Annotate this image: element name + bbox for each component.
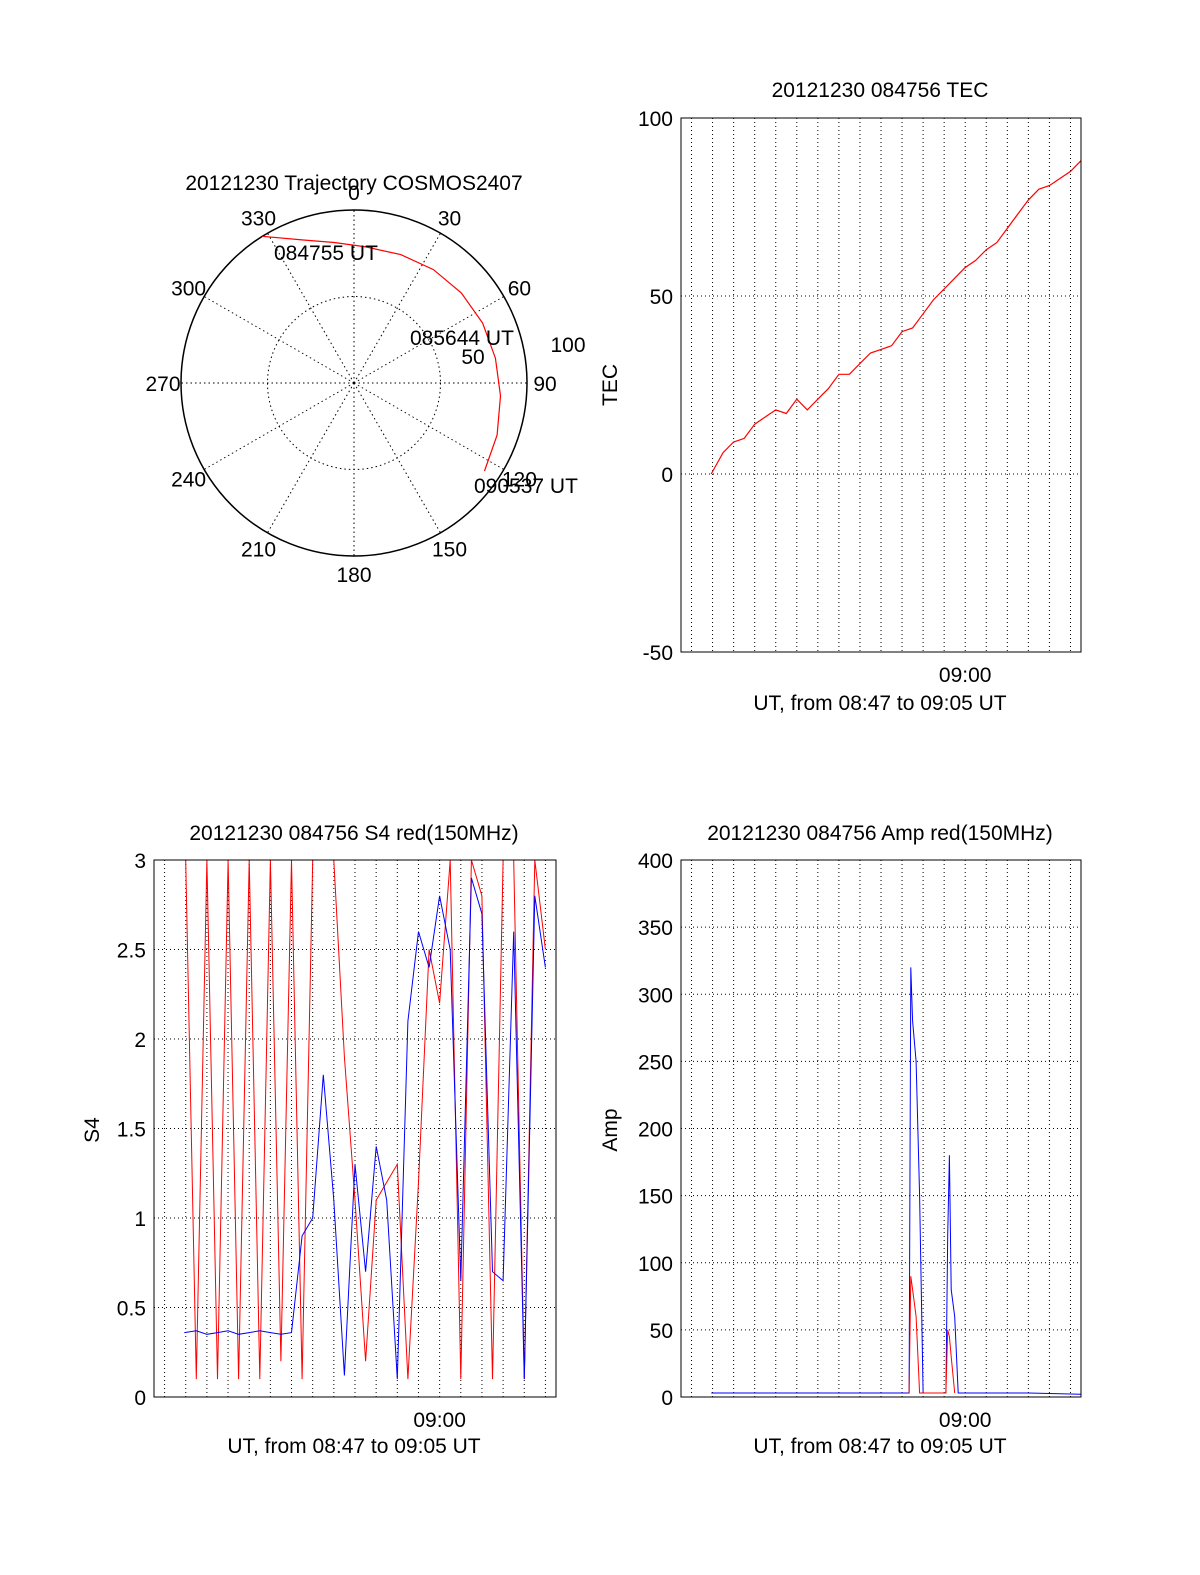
azimuth-label-240: 240 [171,469,206,492]
azimuth-label-270: 270 [145,373,180,396]
s4-y-axis-label: S4 [81,1117,104,1143]
amp-chart: 20121230 084756 Amp red(150MHz) 0 50 100 15… [599,822,1082,1458]
polar-spoke-240 [203,382,355,470]
tec-x-tick-labels: 09:00 [939,664,992,687]
y-tick-label: 100 [638,1253,673,1276]
amp-y-axis-label: Amp [599,1108,622,1151]
y-tick-label: 0 [661,1387,673,1410]
amp-red-series-line [908,1276,956,1394]
x-tick-label: 09:00 [413,1409,466,1432]
polar-spoke-300 [203,296,355,384]
amp-y-tick-labels: 0 50 100 150 200 250 300 350 400 [638,850,673,1410]
amp-plot-frame [680,859,1082,1398]
tec-y-tick-labels: -50 0 50 100 [638,108,673,665]
s4-chart: 20121230 084756 S4 red(150MHz) 0 0.5 1 1.5 2… [81,822,557,1458]
amp-x-axis-label: UT, from 08:47 to 09:05 UT [753,1435,1006,1458]
tec-x-axis-label: UT, from 08:47 to 09:05 UT [753,692,1006,715]
azimuth-label-90: 90 [533,373,556,396]
y-tick-label: 1 [134,1208,146,1231]
polar-outer-circle [180,209,528,557]
tec-plot-frame [680,117,1082,653]
trajectory-line [262,235,502,472]
amp-x-tick-labels: 09:00 [939,1409,992,1432]
azimuth-label-210: 210 [241,538,276,561]
trajectory-start-label: 084755 UT [274,242,378,265]
tec-title: 20121230 084756 TEC [772,79,989,102]
azimuth-label-60: 60 [508,278,531,301]
polar-trajectory-chart: 20121230 Trajectory COSMOS2407 0 30 60 90 12… [145,172,585,587]
x-tick-label: 09:00 [939,664,992,687]
y-tick-label: 1.5 [117,1119,146,1142]
y-tick-label: -50 [643,642,673,665]
s4-x-tick-labels: 09:00 [413,1409,466,1432]
azimuth-label-180: 180 [336,564,371,587]
s4-y-tick-labels: 0 0.5 1 1.5 2 2.5 3 [117,850,146,1410]
azimuth-label-120: 120 [502,469,537,492]
polar-spoke-30 [353,232,441,384]
polar-radial-label-50: 50 [461,346,484,369]
y-tick-label: 350 [638,917,673,940]
s4-red-series-line [185,859,546,1380]
trajectory-end-label: 090537 UT [474,475,578,498]
y-tick-label: 100 [638,108,673,131]
polar-azimuth-labels: 0 30 60 90 120 150 180 210 240 270 300 330 [145,182,556,587]
polar-spoke-210 [267,382,355,534]
y-tick-label: 50 [650,286,673,309]
azimuth-label-30: 30 [438,208,461,231]
y-tick-label: 0 [661,464,673,487]
tec-y-axis-label: TEC [599,364,622,406]
amp-title: 20121230 084756 Amp red(150MHz) [707,822,1053,845]
azimuth-label-150: 150 [432,538,467,561]
trajectory-mid-label: 085644 UT [410,327,514,350]
azimuth-label-0: 0 [348,182,360,205]
y-tick-label: 50 [650,1320,673,1343]
y-tick-label: 150 [638,1186,673,1209]
y-tick-label: 250 [638,1051,673,1074]
s4-title: 20121230 084756 S4 red(150MHz) [189,822,518,845]
s4-grid [154,859,556,1398]
polar-radial-label-100: 100 [550,334,585,357]
y-tick-label: 3 [134,850,146,873]
polar-spoke-330 [267,232,355,384]
y-tick-label: 200 [638,1119,673,1142]
s4-x-axis-label: UT, from 08:47 to 09:05 UT [227,1435,480,1458]
polar-spoke-60 [353,296,505,384]
azimuth-label-330: 330 [241,208,276,231]
y-tick-label: 2 [134,1029,146,1052]
polar-spoke-150 [353,382,441,534]
x-tick-label: 09:00 [939,1409,992,1432]
tec-grid [681,117,1081,653]
azimuth-label-300: 300 [171,278,206,301]
s4-blue-series-line [184,877,546,1380]
y-tick-label: 0.5 [117,1298,146,1321]
y-tick-label: 300 [638,984,673,1007]
y-tick-label: 2.5 [117,940,146,963]
y-tick-label: 400 [638,850,673,873]
s4-plot-frame [153,859,557,1398]
polar-title: 20121230 Trajectory COSMOS2407 [185,172,522,195]
y-tick-label: 0 [134,1387,146,1410]
polar-spoke-120 [353,382,505,470]
tec-series-line [710,160,1082,475]
amp-grid [681,859,1081,1398]
